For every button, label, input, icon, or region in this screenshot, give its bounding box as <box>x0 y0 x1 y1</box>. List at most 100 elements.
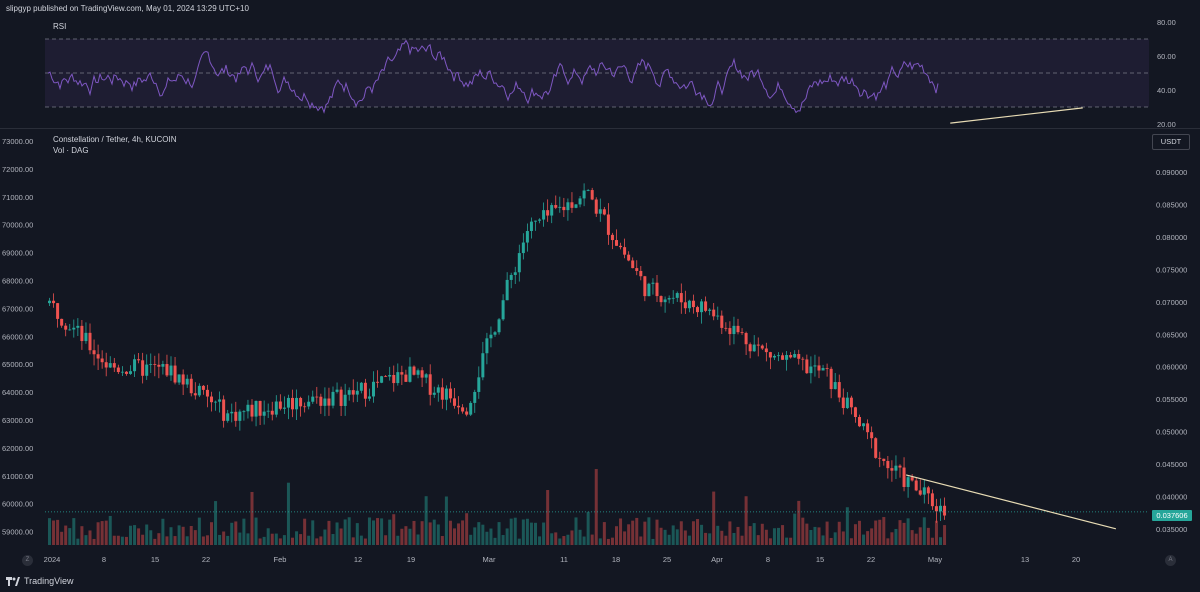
candle-body <box>602 209 606 215</box>
volume-bar <box>299 534 303 545</box>
volume-bar <box>829 537 833 545</box>
candle-body <box>432 392 436 395</box>
candle-body <box>793 354 797 358</box>
volume-bar <box>728 521 732 545</box>
candle-body <box>327 398 331 406</box>
volume-bar <box>72 518 76 545</box>
volume-bar <box>137 528 141 545</box>
currency-button[interactable]: USDT <box>1152 134 1190 150</box>
volume-bar <box>193 530 197 545</box>
volume-bar <box>675 529 679 545</box>
candle-body <box>574 204 578 208</box>
left-tick-label: 69000.00 <box>2 249 33 258</box>
candle-body <box>141 360 145 376</box>
left-tick-label: 71000.00 <box>2 193 33 202</box>
candle-body <box>278 401 282 409</box>
volume-bar <box>416 534 420 545</box>
candle-body <box>88 332 92 351</box>
volume-bar <box>469 534 473 545</box>
candle-body <box>291 397 294 410</box>
volume-bar <box>116 535 120 545</box>
right-price-axis[interactable]: 0.090000 0.085000 0.080000 0.075000 0.070000… <box>1149 130 1200 545</box>
tradingview-logo[interactable]: TradingView <box>6 576 74 586</box>
candle-body <box>404 374 408 382</box>
volume-bar <box>858 520 861 545</box>
auto-scale-button[interactable]: A <box>1165 555 1176 566</box>
volume-bar <box>833 532 837 545</box>
volume-bar <box>667 534 671 545</box>
candle-body <box>169 365 173 376</box>
volume-bar <box>185 536 189 545</box>
candle-body <box>266 410 270 412</box>
candle-body <box>562 206 566 211</box>
candle-body <box>448 388 452 399</box>
volume-bar <box>756 535 760 545</box>
candle-body <box>343 394 347 406</box>
candle-body <box>80 325 84 342</box>
right-tick-label: 0.080000 <box>1156 233 1187 242</box>
candle-body <box>335 389 339 392</box>
volume-bar <box>189 525 193 545</box>
candle-body <box>124 371 128 374</box>
zoom-left-button[interactable]: Z <box>22 555 33 566</box>
volume-bar <box>68 528 72 545</box>
volume-bar <box>230 522 234 545</box>
candle-body <box>554 205 558 208</box>
candle-body <box>886 461 890 469</box>
publisher-text: slipgyp published on TradingView.com, Ma… <box>6 4 249 13</box>
volume-bar <box>210 522 213 545</box>
volume-bar <box>205 535 209 545</box>
right-tick-label: 0.085000 <box>1156 201 1187 210</box>
candle-body <box>72 327 76 330</box>
volume-bar <box>878 519 882 545</box>
volume-bar <box>157 533 161 545</box>
volume-bar <box>898 520 902 545</box>
candle-body <box>724 327 728 329</box>
time-tick-label: 13 <box>1021 555 1029 564</box>
volume-bar <box>457 523 461 545</box>
candle-body <box>939 505 942 512</box>
candle-body <box>517 253 521 273</box>
volume-bar <box>169 527 173 545</box>
time-tick-label: Apr <box>711 555 723 564</box>
candle-body <box>691 300 695 308</box>
candle-body <box>477 377 481 392</box>
time-tick-label: 8 <box>766 555 770 564</box>
candle-body <box>145 364 149 376</box>
volume-legend: Vol · DAG <box>53 146 89 155</box>
rsi-pane[interactable]: RSI <box>45 18 1149 128</box>
last-price-label: 0.037606 <box>1152 510 1192 521</box>
volume-bar <box>133 525 137 545</box>
candle-body <box>728 328 732 335</box>
main-chart-pane[interactable]: Constellation / Tether, 4h, KUCOIN Vol ·… <box>45 130 1149 545</box>
candle-body <box>489 334 493 339</box>
volume-bar <box>606 538 610 545</box>
volume-bar <box>274 533 278 545</box>
volume-bar <box>392 514 396 545</box>
candle-body <box>910 477 914 481</box>
volume-bar <box>777 527 780 545</box>
time-axis[interactable]: Z 2024 8 15 22 Feb 12 19 Mar 11 18 25 Apr 8 15 22 May 13… <box>0 549 1200 569</box>
candle-body <box>108 363 112 368</box>
volume-bar <box>736 526 740 545</box>
volume-bar <box>602 522 606 545</box>
candle-body <box>396 372 400 384</box>
candle-body <box>282 407 286 409</box>
volume-bar <box>764 529 768 545</box>
candle-body <box>149 364 153 365</box>
volume-bar <box>926 527 930 545</box>
volume-bar <box>663 529 667 545</box>
volume-bar <box>886 538 890 545</box>
volume-bar <box>801 517 805 545</box>
candle-body <box>76 325 80 328</box>
right-tick-label: 0.055000 <box>1156 395 1187 404</box>
volume-bar <box>578 529 582 545</box>
volume-bar <box>246 533 250 545</box>
rsi-y-axis[interactable]: 80.00 60.00 40.00 20.00 <box>1149 18 1200 129</box>
pane-separator[interactable] <box>0 128 1200 129</box>
candle-body <box>339 389 343 406</box>
volume-bar <box>461 520 465 545</box>
left-price-axis[interactable]: 73000.00 72000.00 71000.00 70000.00 69000.00… <box>0 130 45 545</box>
volume-bar <box>359 535 363 545</box>
candle-body <box>870 432 874 439</box>
